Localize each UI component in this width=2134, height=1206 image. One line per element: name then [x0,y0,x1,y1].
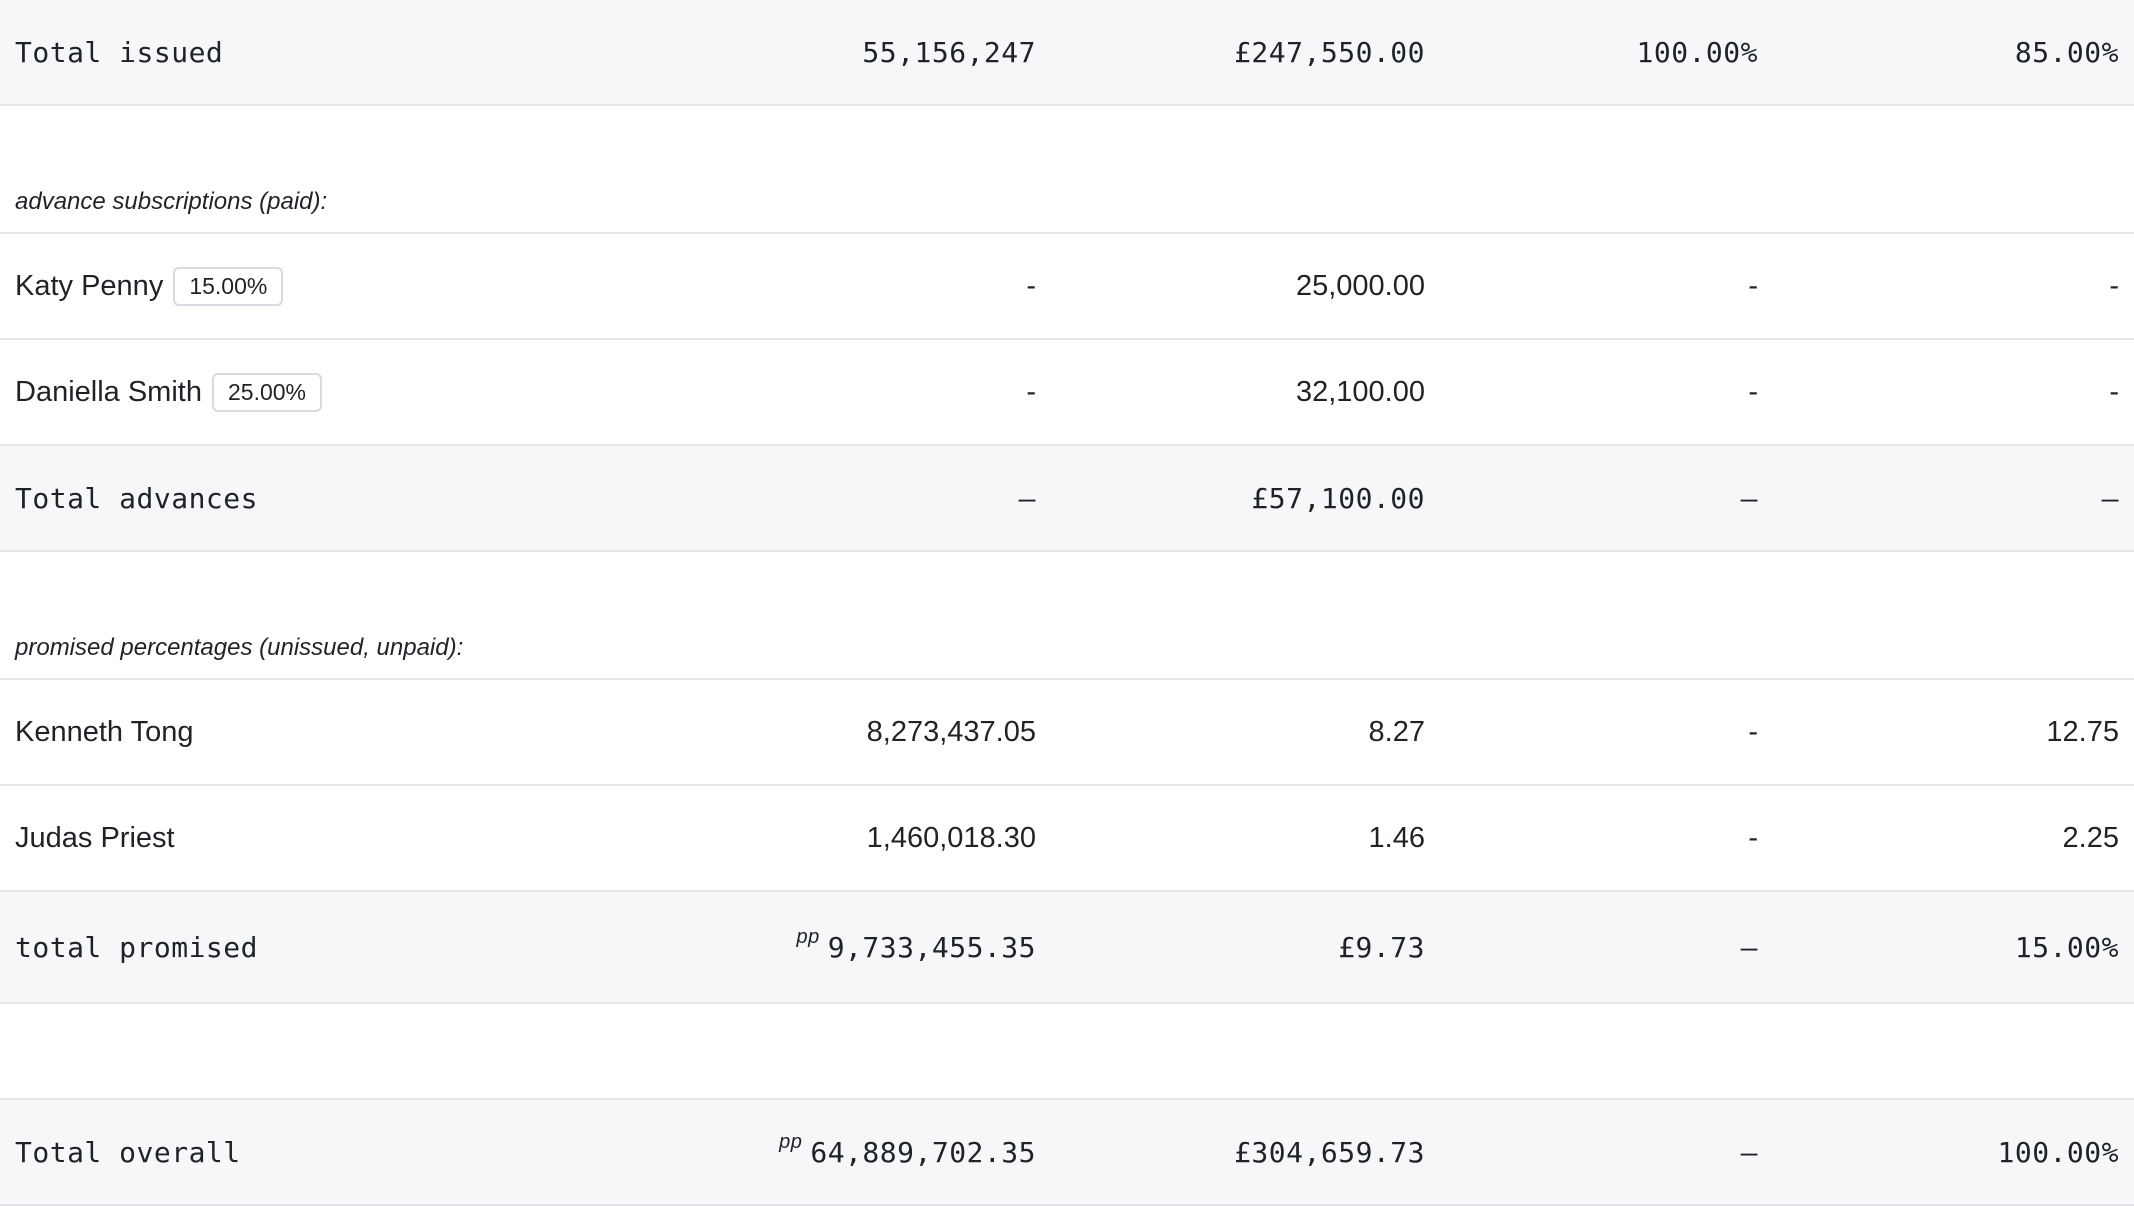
total-advances-amount: £57,100.00 [1251,481,1425,515]
total-issued-shares: 55,156,247 [862,35,1036,69]
total-overall-shares: pp 64,889,702.35 [779,1100,1036,1204]
shares-cell: - [1026,375,1036,408]
pct-issued-cell: - [1748,715,1758,748]
total-overall-pct-issued: – [1740,1135,1758,1169]
table-row[interactable]: Judas Priest 1,460,018.30 1.46 - 2.25 [0,786,2134,892]
investor-cell: Katy Penny 15.00% [15,234,284,338]
total-promised-shares-value: 9,733,455.35 [827,930,1036,964]
investor-name: Judas Priest [15,821,175,854]
total-overall-row: Total overall pp 64,889,702.35 £304,659.… [0,1100,2134,1206]
pct-overall-cell: 2.25 [2062,821,2119,854]
amount-cell: 1.46 [1368,821,1425,854]
table-row[interactable]: Katy Penny 15.00% - 25,000.00 - - [0,234,2134,340]
pct-overall-cell: 12.75 [2046,715,2119,748]
investor-cell: Daniella Smith 25.00% [15,340,322,444]
total-promised-shares: pp 9,733,455.35 [796,892,1036,1002]
table-row[interactable]: Kenneth Tong 8,273,437.05 8.27 - 12.75 [0,680,2134,786]
total-advances-row: Total advances – £57,100.00 – – [0,446,2134,552]
total-issued-label: Total issued [15,35,224,69]
pct-overall-cell: - [2109,375,2119,408]
pct-issued-cell: - [1748,375,1758,408]
shares-cell: 8,273,437.05 [866,715,1036,748]
total-promised-amount: £9.73 [1338,930,1425,964]
section-label-advances: advance subscriptions (paid): [15,188,328,215]
total-overall-shares-value: 64,889,702.35 [810,1135,1036,1169]
spacer-row [0,1004,2134,1100]
total-overall-label: Total overall [15,1135,241,1169]
total-promised-row: total promised pp 9,733,455.35 £9.73 – 1… [0,892,2134,1004]
total-advances-shares: – [1018,481,1036,515]
section-label-promised: promised percentages (unissued, unpaid): [15,634,464,661]
investor-name: Kenneth Tong [15,715,194,748]
total-issued-row: Total issued 55,156,247 £247,550.00 100.… [0,0,2134,106]
investor-name: Katy Penny [15,269,164,302]
total-promised-pct-overall: 15.00% [2014,930,2119,964]
section-header-advances: advance subscriptions (paid): [0,106,2134,234]
investor-name: Daniella Smith [15,375,202,408]
discount-badge: 15.00% [173,266,284,306]
total-issued-pct-overall: 85.00% [2014,35,2119,69]
amount-cell: 32,100.00 [1295,375,1425,408]
pct-issued-cell: - [1748,821,1758,854]
pp-prefix: pp [779,1130,803,1153]
pct-overall-cell: - [2109,269,2119,302]
total-overall-amount: £304,659.73 [1234,1135,1425,1169]
amount-cell: 8.27 [1368,715,1425,748]
total-promised-pct-issued: – [1740,930,1758,964]
discount-badge: 25.00% [211,372,322,412]
total-advances-label: Total advances [15,481,259,515]
amount-cell: 25,000.00 [1295,269,1425,302]
table-row[interactable]: Daniella Smith 25.00% - 32,100.00 - - [0,340,2134,446]
pp-prefix: pp [796,925,820,948]
total-promised-label: total promised [15,930,259,964]
pct-issued-cell: - [1748,269,1758,302]
total-issued-pct-issued: 100.00% [1636,35,1758,69]
total-advances-pct-overall: – [2101,481,2119,515]
total-issued-amount: £247,550.00 [1234,35,1425,69]
section-header-promised: promised percentages (unissued, unpaid): [0,552,2134,680]
total-advances-pct-issued: – [1740,481,1758,515]
shares-cell: 1,460,018.30 [866,821,1036,854]
shares-cell: - [1026,269,1036,302]
total-overall-pct-overall: 100.00% [1997,1135,2119,1169]
